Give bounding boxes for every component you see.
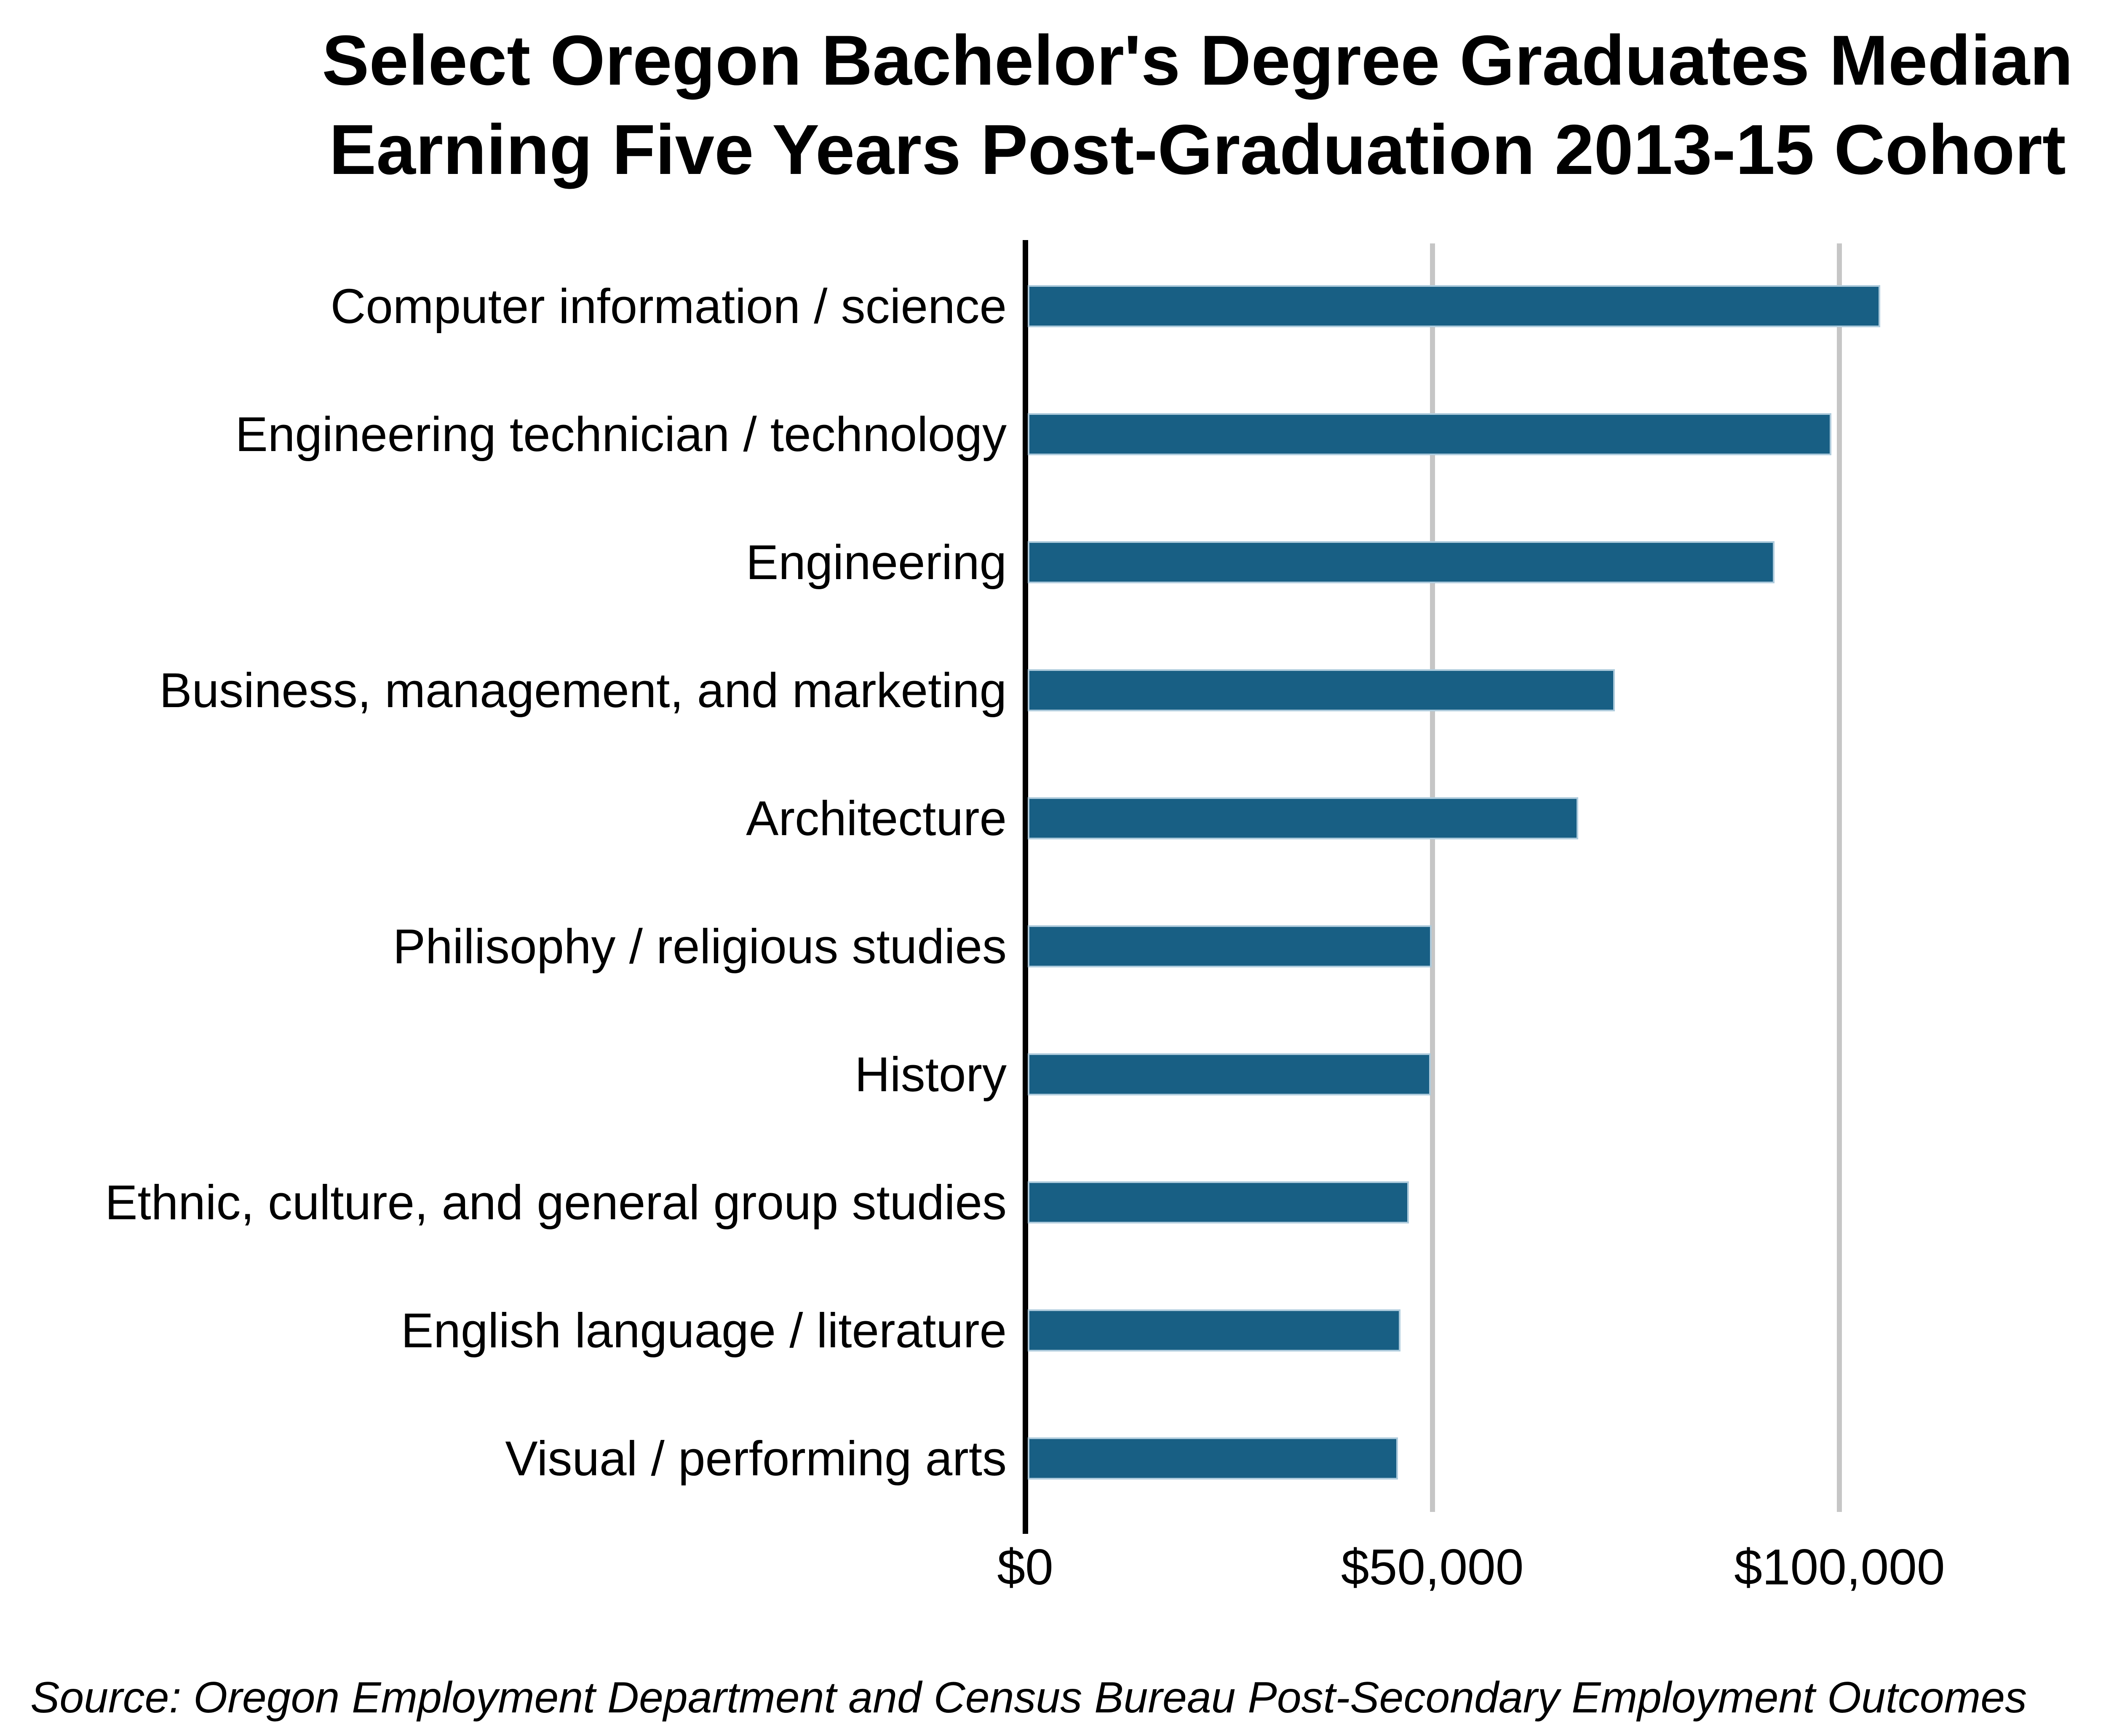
category-label: English language / literature	[401, 1303, 1007, 1358]
category-label: Ethnic, culture, and general group studi…	[105, 1175, 1007, 1230]
x-axis-tick-label: $100,000	[1734, 1539, 1945, 1595]
chart-title-line1: Select Oregon Bachelor's Degree Graduate…	[322, 21, 2073, 100]
bar	[1028, 669, 1615, 711]
category-label: Philisophy / religious studies	[393, 919, 1007, 974]
chart-title-line2: Earning Five Years Post-Graduation 2013-…	[329, 110, 2066, 189]
bar	[1028, 1309, 1401, 1351]
category-label: Computer information / science	[330, 279, 1007, 334]
bar	[1028, 1437, 1398, 1480]
bar	[1028, 1181, 1409, 1223]
vertical-gridline	[1837, 243, 1842, 1512]
category-label: History	[855, 1047, 1007, 1102]
y-axis-line	[1023, 240, 1028, 1534]
chart-title: Select Oregon Bachelor's Degree Graduate…	[0, 16, 2106, 194]
bar	[1028, 541, 1775, 583]
source-note: Source: Oregon Employment Department and…	[30, 1673, 2027, 1722]
x-axis-tick-label: $150,000	[2078, 1538, 2106, 1596]
category-label: Architecture	[746, 791, 1007, 846]
category-label: Business, management, and marketing	[159, 663, 1007, 718]
category-label: Engineering technician / technology	[235, 407, 1007, 462]
bar	[1028, 925, 1432, 967]
x-axis-tick-label: $0	[997, 1539, 1053, 1595]
bar	[1028, 413, 1831, 455]
bar	[1028, 797, 1578, 839]
category-label: Engineering	[746, 535, 1007, 590]
category-label: Visual / performing arts	[505, 1431, 1007, 1486]
bar	[1028, 1053, 1431, 1095]
bar	[1028, 285, 1880, 327]
x-axis-tick-label: $50,000	[1341, 1539, 1524, 1595]
